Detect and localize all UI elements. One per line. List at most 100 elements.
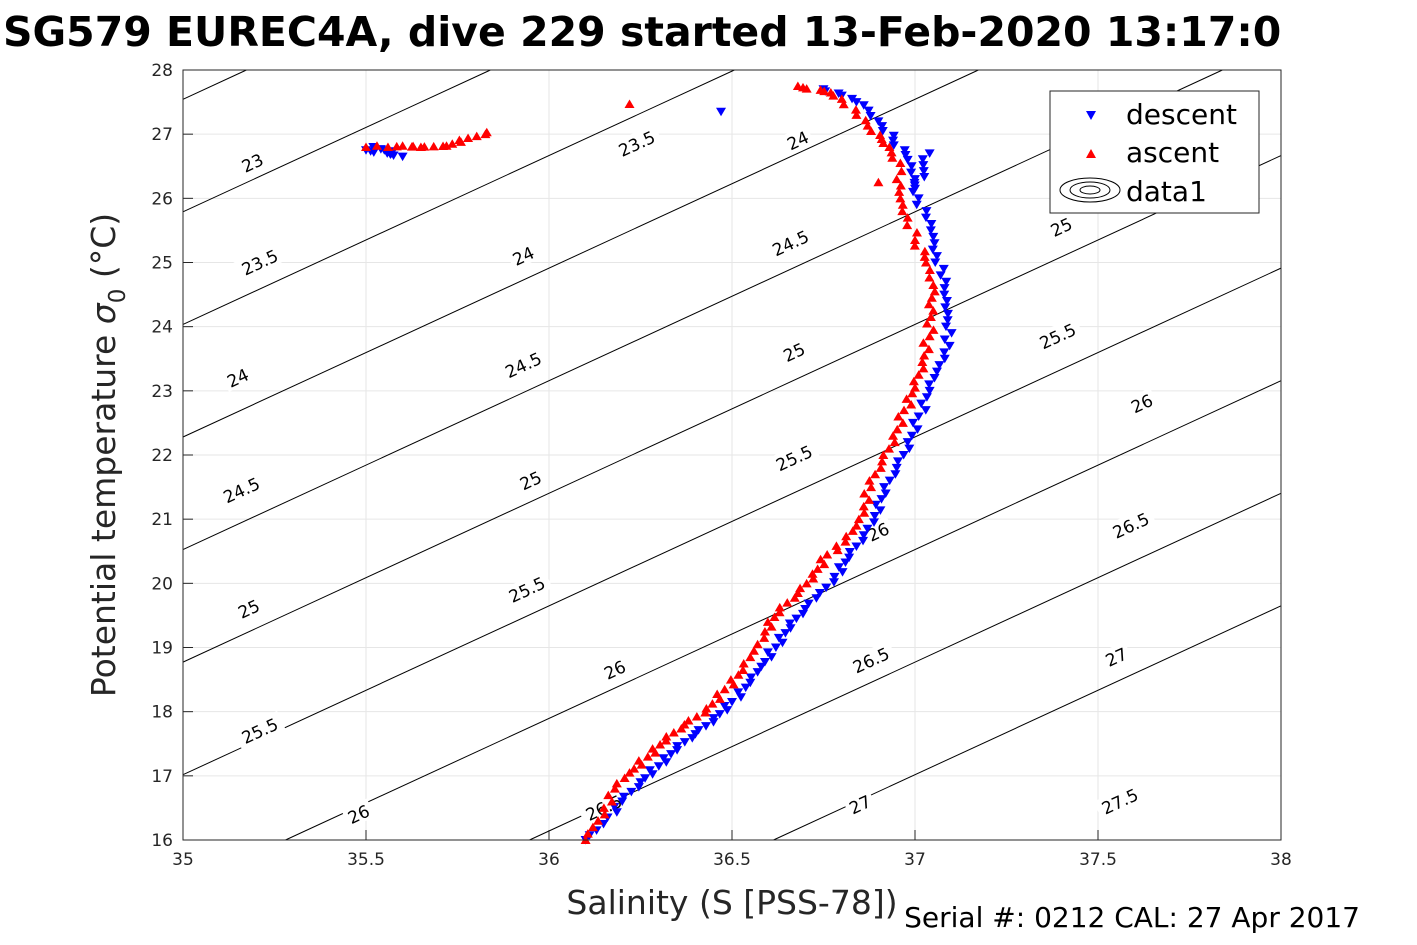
descent-point (658, 754, 669, 763)
ascent-point (774, 607, 785, 617)
contour-label: 24 (506, 240, 540, 271)
ascent-point (801, 578, 812, 588)
contour-label: 25 (1044, 211, 1078, 242)
ascent-point (838, 99, 849, 109)
contour-label-bg (341, 798, 376, 829)
descent-point (777, 638, 788, 648)
ascent-point (860, 115, 871, 125)
y-tick-label: 27 (151, 125, 173, 145)
contour-label-bg (780, 124, 815, 155)
descent-point (876, 495, 887, 504)
descent-point (888, 141, 899, 150)
ascent-point (910, 383, 920, 392)
contour-label-bg (1104, 505, 1157, 544)
descent-point (644, 766, 655, 775)
ascent-point (853, 514, 864, 524)
ascent-point (840, 537, 851, 546)
ascent-point (908, 376, 919, 386)
ascent-point (655, 740, 666, 749)
descent-point (912, 425, 923, 434)
y-tick-label: 26 (151, 189, 173, 209)
ascent-point (832, 545, 843, 555)
ascent-point (864, 476, 875, 485)
contour-label-bg (764, 223, 817, 262)
descent-point (708, 714, 719, 723)
descent-point (679, 738, 690, 747)
descent-point (784, 619, 795, 628)
descent-point (924, 380, 935, 389)
contour-label-bg (767, 438, 820, 477)
contour-label-bg (1044, 211, 1078, 242)
contour-label-bg (233, 242, 286, 281)
ascent-point (864, 495, 875, 504)
descent-point (928, 232, 939, 242)
ascent-point (866, 482, 877, 492)
ascent-point (737, 665, 748, 674)
ascent-point (911, 228, 922, 237)
x-tick-label: 35.5 (347, 850, 385, 870)
ascent-point (691, 711, 702, 721)
ascent-point (619, 773, 630, 782)
legend-box (1049, 90, 1260, 214)
ascent-point (789, 593, 800, 602)
ascent-point (892, 424, 903, 434)
legend-ascent-label: ascent (1126, 136, 1219, 169)
ascent-point (683, 715, 694, 725)
descent-point (869, 518, 880, 527)
descent-point (911, 200, 922, 210)
descent-point (770, 643, 781, 652)
descent-point (877, 126, 888, 136)
descent-point (921, 207, 932, 216)
descent-point (708, 718, 719, 727)
x-tick-label: 38 (1270, 850, 1292, 870)
ascent-point (624, 99, 635, 109)
descent-point (920, 213, 931, 223)
ascent-point (909, 241, 920, 250)
descent-point (873, 117, 884, 126)
descent-point (785, 624, 796, 633)
descent-point (940, 322, 951, 332)
calibration-footer: Serial #: 0212 CAL: 27 Apr 2017 (904, 901, 1360, 934)
contour-label-bg (861, 516, 895, 547)
descent-point (898, 451, 909, 460)
density-contour-line (182, 69, 491, 213)
descent-point (917, 155, 928, 164)
density-contour-line (182, 155, 1282, 663)
ascent-point (611, 778, 622, 788)
descent-point (899, 146, 910, 155)
ascent-point (851, 521, 862, 530)
ascent-point (598, 803, 609, 812)
ascent-point (928, 306, 939, 315)
ascent-point (924, 272, 935, 282)
descent-point (833, 563, 844, 572)
ascent-point (766, 622, 777, 631)
y-axis-label: Potential temperature σ0 (°C) (84, 213, 131, 697)
descent-point (851, 98, 862, 107)
ascent-point (877, 456, 888, 466)
ascent-point (719, 684, 730, 694)
descent-point (880, 489, 891, 498)
descent-point (733, 688, 744, 697)
ascent-point (884, 444, 895, 453)
ascent-point (878, 450, 889, 459)
y-tick-label: 23 (151, 382, 173, 402)
ascent-point (428, 141, 439, 151)
ascent-point (661, 732, 672, 741)
ascent-point (361, 142, 371, 151)
y-tick-label: 21 (151, 510, 173, 530)
descent-point (756, 662, 767, 672)
ascent-point (795, 583, 806, 593)
descent-point (931, 252, 942, 261)
descent-point (840, 558, 851, 567)
series-ascent (361, 81, 940, 844)
ascent-point (782, 598, 793, 607)
descent-point (745, 678, 756, 688)
ascent-point (919, 246, 930, 256)
x-tick-label: 36.5 (713, 850, 751, 870)
descent-point (935, 271, 946, 280)
ascent-point (858, 501, 869, 511)
descent-point (863, 106, 874, 116)
ascent-point (593, 816, 604, 825)
y-axis-label-subscript: 0 (105, 289, 131, 304)
descent-point (833, 89, 844, 99)
